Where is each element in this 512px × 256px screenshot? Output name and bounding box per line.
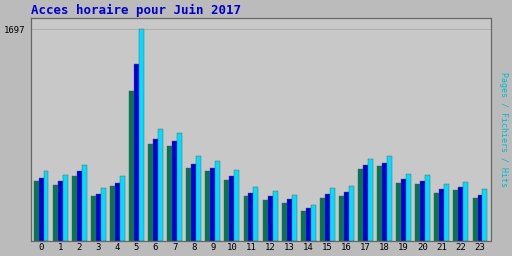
Bar — [196, 156, 201, 241]
Bar — [301, 211, 306, 241]
Bar — [473, 198, 478, 241]
Bar — [425, 175, 430, 241]
Bar — [434, 193, 439, 241]
Bar — [148, 144, 153, 241]
Bar — [58, 181, 62, 241]
Bar — [482, 189, 487, 241]
Bar — [129, 91, 134, 241]
Bar — [439, 189, 444, 241]
Bar — [110, 186, 115, 241]
Bar — [44, 171, 49, 241]
Bar — [215, 161, 220, 241]
Bar — [358, 169, 363, 241]
Bar — [272, 191, 278, 241]
Bar — [263, 200, 268, 241]
Bar — [234, 170, 239, 241]
Bar — [368, 159, 373, 241]
Bar — [420, 181, 425, 241]
Y-axis label: Pages / Fichiers / Hits: Pages / Fichiers / Hits — [499, 72, 508, 187]
Bar — [363, 165, 368, 241]
Bar — [306, 208, 311, 241]
Bar — [62, 175, 68, 241]
Bar — [96, 194, 101, 241]
Bar — [82, 165, 87, 241]
Bar — [158, 129, 163, 241]
Bar — [167, 146, 172, 241]
Bar — [458, 187, 463, 241]
Bar — [311, 205, 316, 241]
Bar — [325, 194, 330, 241]
Bar — [382, 163, 387, 241]
Bar — [120, 176, 125, 241]
Bar — [454, 190, 458, 241]
Bar — [101, 188, 105, 241]
Bar — [330, 188, 335, 241]
Bar — [134, 64, 139, 241]
Bar — [406, 174, 411, 241]
Text: Acces horaire pour Juin 2017: Acces horaire pour Juin 2017 — [31, 4, 241, 17]
Bar — [396, 183, 401, 241]
Bar — [248, 193, 253, 241]
Bar — [34, 181, 38, 241]
Bar — [339, 196, 344, 241]
Bar — [463, 182, 468, 241]
Bar — [253, 187, 259, 241]
Bar — [172, 141, 177, 241]
Bar — [344, 192, 349, 241]
Bar — [53, 185, 58, 241]
Bar — [205, 171, 210, 241]
Bar — [377, 166, 382, 241]
Bar — [387, 156, 392, 241]
Bar — [282, 203, 287, 241]
Bar — [72, 176, 77, 241]
Bar — [287, 199, 292, 241]
Bar — [115, 183, 120, 241]
Bar — [349, 186, 354, 241]
Bar — [153, 139, 158, 241]
Bar — [210, 168, 215, 241]
Bar — [186, 168, 191, 241]
Bar — [292, 195, 296, 241]
Bar — [401, 179, 406, 241]
Bar — [177, 133, 182, 241]
Bar — [244, 196, 248, 241]
Bar — [229, 176, 234, 241]
Bar — [38, 178, 44, 241]
Bar — [91, 196, 96, 241]
Bar — [320, 198, 325, 241]
Bar — [478, 195, 482, 241]
Bar — [444, 185, 449, 241]
Bar — [415, 184, 420, 241]
Bar — [191, 164, 196, 241]
Bar — [139, 29, 144, 241]
Bar — [224, 180, 229, 241]
Bar — [268, 196, 272, 241]
Bar — [77, 171, 82, 241]
